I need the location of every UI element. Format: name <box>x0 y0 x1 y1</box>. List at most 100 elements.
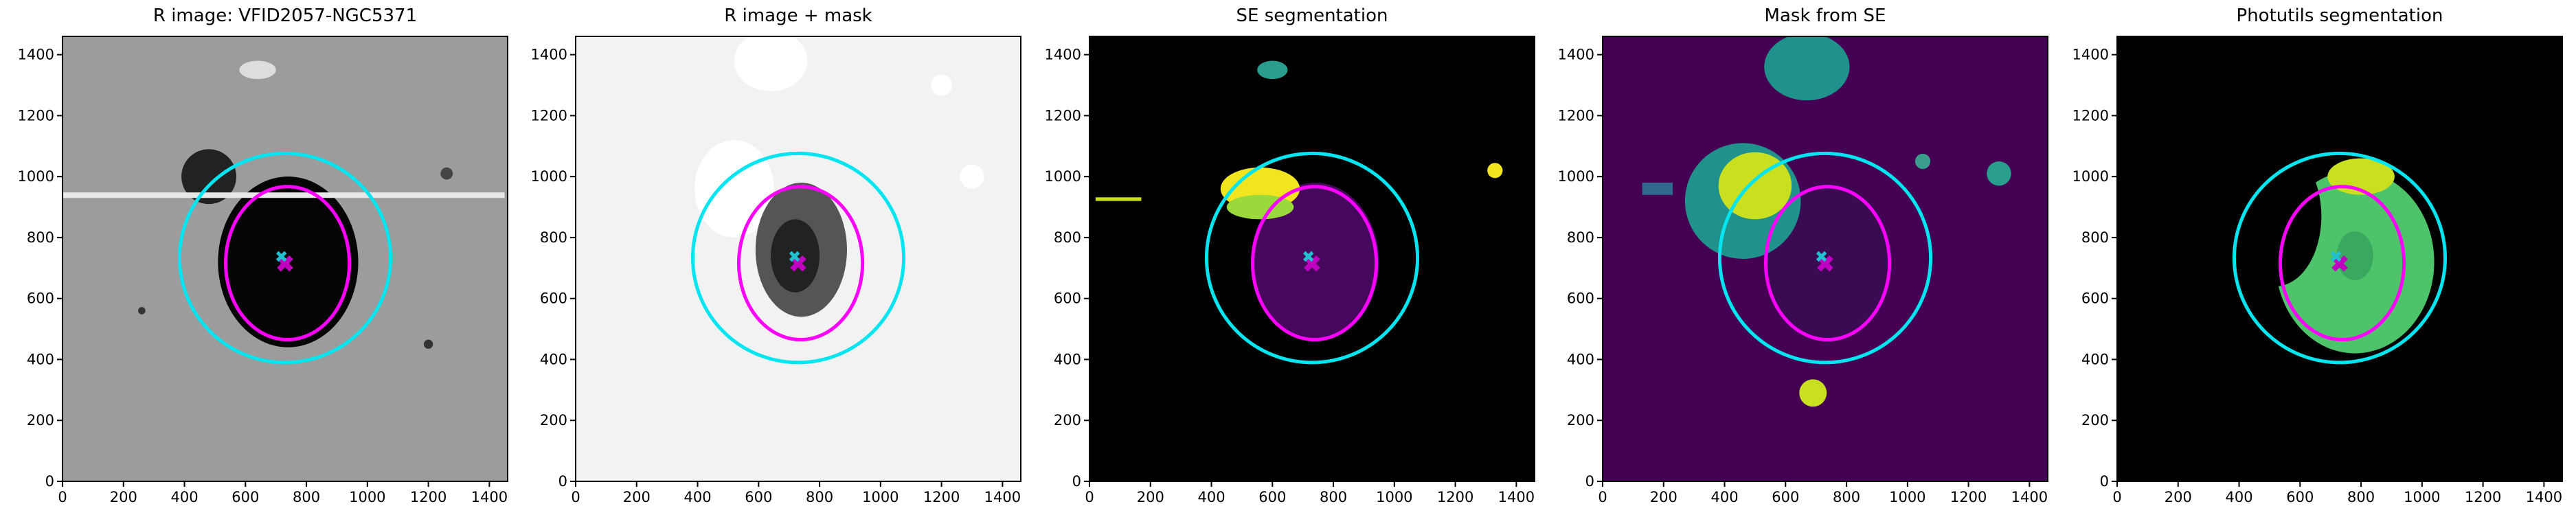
y-tick-label: 200 <box>1054 412 1081 428</box>
outer-ellipse <box>177 151 393 365</box>
y-tick-label: 1400 <box>18 47 54 63</box>
x-tick-label: 1000 <box>862 489 899 505</box>
inner-ellipse <box>223 185 352 342</box>
y-tick-label: 0 <box>558 473 567 490</box>
y-tick-label: 400 <box>1054 351 1081 367</box>
x-tick-label: 400 <box>683 489 711 505</box>
axes-frame <box>2116 36 2563 482</box>
x-tick-label: 200 <box>623 489 651 505</box>
image-region <box>734 36 808 91</box>
x-tick-label: 800 <box>1320 489 1347 505</box>
y-tick-label: 600 <box>1054 290 1081 307</box>
y-tick-label: 1000 <box>2072 168 2109 185</box>
image-region <box>181 149 236 205</box>
x-tick-label: 1200 <box>923 489 960 505</box>
y-tick-label: 1200 <box>531 107 567 124</box>
panel: SE segmentation 0 200 400 600 800 1000 1200 1400… <box>1045 5 1535 505</box>
x-tick-label: 200 <box>110 489 137 505</box>
x-tick-label: 1400 <box>2011 489 2048 505</box>
x-tick-label: 800 <box>2347 489 2375 505</box>
image-region <box>931 74 953 96</box>
x-tick-label: 1400 <box>1498 489 1535 505</box>
x-tick-label: 600 <box>231 489 259 505</box>
y-tick-label: 1400 <box>1045 47 1081 63</box>
center-marker <box>2330 251 2342 262</box>
y-tick-label: 400 <box>1567 351 1594 367</box>
x-tick-label: 1000 <box>349 489 385 505</box>
y-tick-label: 600 <box>27 290 54 307</box>
panel-title: R image + mask <box>724 5 872 26</box>
outer-ellipse <box>2232 151 2448 365</box>
panel-title: Photutils segmentation <box>2237 5 2443 26</box>
x-tick-label: 800 <box>293 489 320 505</box>
y-tick-label: 800 <box>1054 229 1081 246</box>
y-tick-label: 800 <box>1567 229 1594 246</box>
image-region <box>1257 60 1288 80</box>
image-region <box>1764 36 1850 101</box>
x-tick-label: 1200 <box>2465 489 2501 505</box>
inner-ellipse <box>1250 185 1379 342</box>
image-region <box>960 164 984 189</box>
image-region <box>63 192 505 198</box>
x-tick-label: 400 <box>1710 489 1738 505</box>
x-tick-label: 1000 <box>1376 489 1412 505</box>
x-tick-label: 1000 <box>1889 489 1925 505</box>
y-tick-label: 1200 <box>2072 107 2109 124</box>
y-tick-label: 600 <box>1567 290 1594 307</box>
image <box>1603 36 2048 481</box>
y-tick-label: 0 <box>1072 473 1081 490</box>
x-tick-label: 600 <box>2286 489 2314 505</box>
x-tick-label: 1400 <box>2526 489 2562 505</box>
x-tick-label: 600 <box>1772 489 1799 505</box>
panel-title: SE segmentation <box>1236 5 1388 26</box>
y-tick-label: 0 <box>2100 473 2109 490</box>
y-tick-label: 1400 <box>2072 47 2109 63</box>
y-tick-label: 400 <box>2081 351 2109 367</box>
image <box>1089 36 1535 481</box>
y-tick-label: 200 <box>2081 412 2109 428</box>
x-tick-label: 200 <box>2165 489 2192 505</box>
image-region <box>138 307 146 314</box>
x-tick-label: 200 <box>1650 489 1677 505</box>
y-tick-label: 800 <box>27 229 54 246</box>
inner-ellipse <box>2278 185 2406 342</box>
outer-ellipse <box>690 151 906 365</box>
x-tick-label: 1400 <box>984 489 1021 505</box>
axes-frame <box>575 36 1021 482</box>
image-region <box>2230 146 2322 286</box>
x-tick-label: 0 <box>2112 489 2121 505</box>
x-tick-label: 400 <box>2225 489 2252 505</box>
x-tick-label: 1200 <box>410 489 447 505</box>
panel: Mask from SE 0 200 400 600 800 1000 1200 1400 0 20… <box>1558 5 2048 505</box>
x-tick-label: 1200 <box>1950 489 1987 505</box>
y-tick-label: 200 <box>540 412 567 428</box>
axes-frame <box>62 36 508 482</box>
y-tick-label: 200 <box>27 412 54 428</box>
y-tick-label: 1000 <box>1558 168 1594 185</box>
outer-ellipse <box>1204 151 1420 365</box>
x-tick-label: 600 <box>1258 489 1286 505</box>
x-tick-label: 0 <box>571 489 580 505</box>
center-marker <box>789 251 800 262</box>
x-tick-label: 800 <box>806 489 833 505</box>
y-tick-label: 1400 <box>1558 47 1594 63</box>
image <box>576 36 1021 481</box>
image-region <box>1799 379 1827 407</box>
image <box>2117 36 2562 481</box>
y-tick-label: 400 <box>27 351 54 367</box>
image-region <box>1642 183 1673 195</box>
y-tick-label: 0 <box>45 473 54 490</box>
y-tick-label: 1000 <box>1045 168 1081 185</box>
center-marker <box>275 251 287 262</box>
image-region <box>423 339 433 349</box>
center-marker <box>1302 251 1314 262</box>
y-tick-label: 1200 <box>18 107 54 124</box>
image-region <box>1487 163 1503 179</box>
y-tick-label: 1000 <box>531 168 567 185</box>
image <box>63 36 508 481</box>
y-tick-label: 0 <box>1585 473 1594 490</box>
y-tick-label: 1400 <box>531 47 567 63</box>
x-tick-label: 400 <box>1197 489 1225 505</box>
inner-ellipse <box>736 185 865 342</box>
